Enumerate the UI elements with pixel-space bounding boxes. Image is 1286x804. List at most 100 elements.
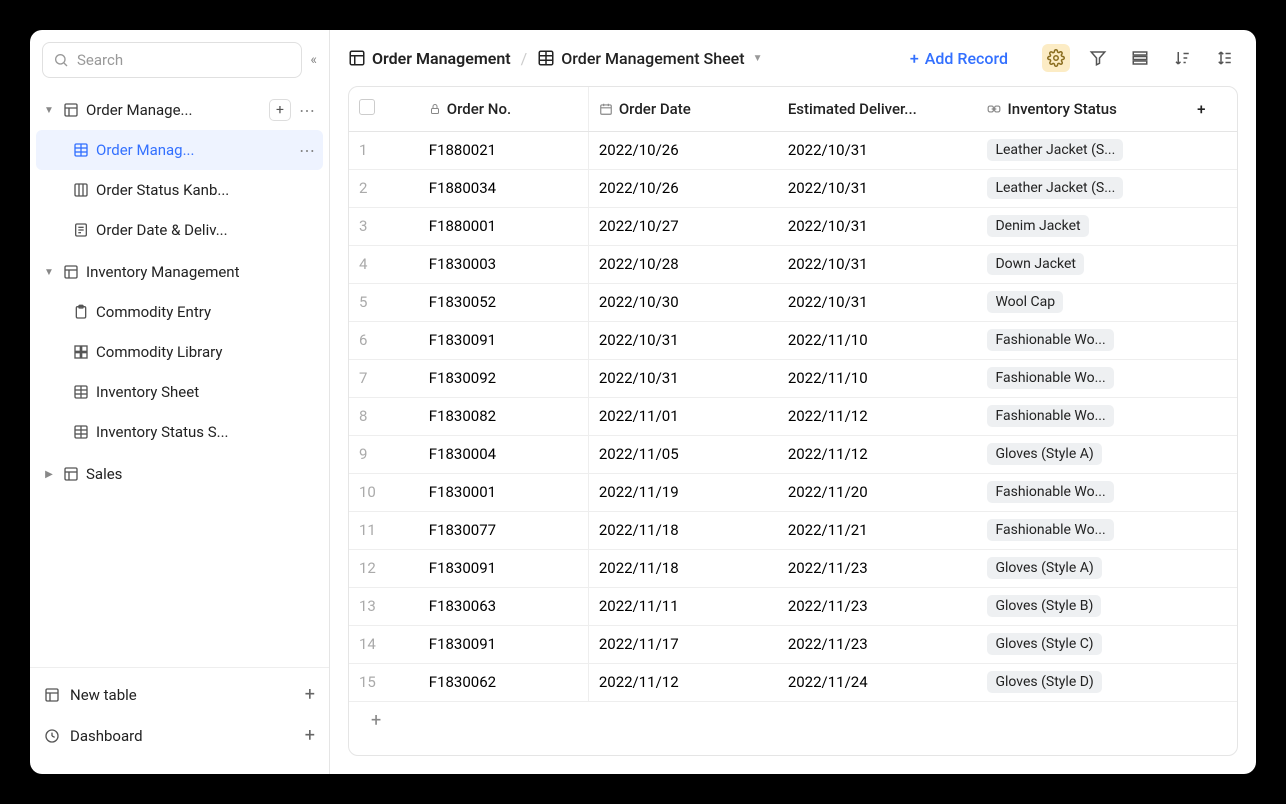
filter-button[interactable]: [1084, 44, 1112, 72]
cell-delivery[interactable]: 2022/10/31: [778, 169, 978, 207]
table-row[interactable]: 13F18300632022/11/112022/11/23Gloves (St…: [349, 587, 1237, 625]
cell-inventory[interactable]: Wool Cap: [977, 283, 1187, 321]
cell-delivery[interactable]: 2022/10/31: [778, 245, 978, 283]
cell-inventory[interactable]: Gloves (Style D): [977, 663, 1187, 701]
cell-order-date[interactable]: 2022/11/18: [588, 549, 777, 587]
cell-order-no[interactable]: F1830063: [419, 587, 589, 625]
nav-item-order-date-delivery[interactable]: Order Date & Deliv...: [36, 210, 323, 250]
cell-delivery[interactable]: 2022/11/23: [778, 587, 978, 625]
nav-item-order-management[interactable]: ▼ Order Manage... + ⋯: [36, 90, 323, 130]
inventory-tag[interactable]: Gloves (Style C): [987, 633, 1101, 655]
table-row[interactable]: 6F18300912022/10/312022/11/10Fashionable…: [349, 321, 1237, 359]
table-row[interactable]: 5F18300522022/10/302022/10/31Wool Cap: [349, 283, 1237, 321]
table-row[interactable]: 1F18800212022/10/262022/10/31Leather Jac…: [349, 131, 1237, 169]
inventory-tag[interactable]: Fashionable Wo...: [987, 367, 1113, 389]
inventory-tag[interactable]: Gloves (Style D): [987, 671, 1101, 693]
column-header-order-no[interactable]: Order No.: [419, 87, 589, 131]
cell-order-date[interactable]: 2022/10/31: [588, 359, 777, 397]
cell-inventory[interactable]: Gloves (Style A): [977, 435, 1187, 473]
cell-inventory[interactable]: Fashionable Wo...: [977, 359, 1187, 397]
cell-order-no[interactable]: F1830082: [419, 397, 589, 435]
cell-order-date[interactable]: 2022/10/31: [588, 321, 777, 359]
inventory-tag[interactable]: Fashionable Wo...: [987, 481, 1113, 503]
table-row[interactable]: 15F18300622022/11/122022/11/24Gloves (St…: [349, 663, 1237, 701]
select-all-header[interactable]: [349, 87, 419, 131]
settings-button[interactable]: [1042, 44, 1070, 72]
more-icon[interactable]: ⋯: [297, 141, 317, 160]
inventory-tag[interactable]: Fashionable Wo...: [987, 405, 1113, 427]
cell-order-no[interactable]: F1880034: [419, 169, 589, 207]
cell-delivery[interactable]: 2022/11/12: [778, 435, 978, 473]
cell-order-no[interactable]: F1880021: [419, 131, 589, 169]
cell-order-no[interactable]: F1830001: [419, 473, 589, 511]
nav-item-inventory-sheet[interactable]: Inventory Sheet: [36, 372, 323, 412]
table-row[interactable]: 14F18300912022/11/172022/11/23Gloves (St…: [349, 625, 1237, 663]
cell-order-date[interactable]: 2022/10/28: [588, 245, 777, 283]
row-height-button[interactable]: [1210, 44, 1238, 72]
column-header-inventory-status[interactable]: Inventory Status: [977, 87, 1187, 131]
inventory-tag[interactable]: Fashionable Wo...: [987, 519, 1113, 541]
cell-inventory[interactable]: Denim Jacket: [977, 207, 1187, 245]
inventory-tag[interactable]: Gloves (Style A): [987, 443, 1101, 465]
cell-order-date[interactable]: 2022/10/26: [588, 131, 777, 169]
cell-order-date[interactable]: 2022/11/17: [588, 625, 777, 663]
cell-inventory[interactable]: Down Jacket: [977, 245, 1187, 283]
column-header-order-date[interactable]: Order Date: [588, 87, 777, 131]
cell-order-date[interactable]: 2022/11/12: [588, 663, 777, 701]
breadcrumb-table[interactable]: Order Management: [348, 49, 511, 68]
cell-inventory[interactable]: Gloves (Style C): [977, 625, 1187, 663]
nav-item-commodity-library[interactable]: Commodity Library: [36, 332, 323, 372]
cell-order-date[interactable]: 2022/10/26: [588, 169, 777, 207]
cell-order-no[interactable]: F1830052: [419, 283, 589, 321]
cell-inventory[interactable]: Leather Jacket (S...: [977, 169, 1187, 207]
nav-item-order-status-kanban[interactable]: Order Status Kanb...: [36, 170, 323, 210]
cell-order-no[interactable]: F1880001: [419, 207, 589, 245]
cell-delivery[interactable]: 2022/10/31: [778, 207, 978, 245]
cell-delivery[interactable]: 2022/11/20: [778, 473, 978, 511]
nav-item-order-management-sheet[interactable]: Order Manag... ⋯: [36, 130, 323, 170]
table-row[interactable]: 11F18300772022/11/182022/11/21Fashionabl…: [349, 511, 1237, 549]
cell-inventory[interactable]: Fashionable Wo...: [977, 321, 1187, 359]
sort-button[interactable]: [1168, 44, 1196, 72]
cell-inventory[interactable]: Leather Jacket (S...: [977, 131, 1187, 169]
cell-delivery[interactable]: 2022/11/12: [778, 397, 978, 435]
cell-order-date[interactable]: 2022/10/30: [588, 283, 777, 321]
nav-item-commodity-entry[interactable]: Commodity Entry: [36, 292, 323, 332]
cell-delivery[interactable]: 2022/10/31: [778, 283, 978, 321]
cell-inventory[interactable]: Fashionable Wo...: [977, 397, 1187, 435]
new-table-button[interactable]: New table +: [36, 674, 323, 715]
breadcrumb-sheet[interactable]: Order Management Sheet ▼: [537, 49, 762, 68]
table-row[interactable]: 8F18300822022/11/012022/11/12Fashionable…: [349, 397, 1237, 435]
cell-order-no[interactable]: F1830003: [419, 245, 589, 283]
cell-order-date[interactable]: 2022/11/05: [588, 435, 777, 473]
table-row[interactable]: 7F18300922022/10/312022/11/10Fashionable…: [349, 359, 1237, 397]
cell-delivery[interactable]: 2022/11/24: [778, 663, 978, 701]
cell-delivery[interactable]: 2022/11/10: [778, 321, 978, 359]
add-row-button[interactable]: +: [349, 702, 1237, 740]
cell-inventory[interactable]: Fashionable Wo...: [977, 511, 1187, 549]
nav-item-sales[interactable]: ▶ Sales: [36, 454, 323, 494]
cell-order-no[interactable]: F1830077: [419, 511, 589, 549]
add-record-button[interactable]: + Add Record: [910, 49, 1008, 68]
cell-order-date[interactable]: 2022/11/18: [588, 511, 777, 549]
table-row[interactable]: 12F18300912022/11/182022/11/23Gloves (St…: [349, 549, 1237, 587]
inventory-tag[interactable]: Fashionable Wo...: [987, 329, 1113, 351]
group-button[interactable]: [1126, 44, 1154, 72]
cell-delivery[interactable]: 2022/11/21: [778, 511, 978, 549]
cell-order-date[interactable]: 2022/10/27: [588, 207, 777, 245]
inventory-tag[interactable]: Gloves (Style A): [987, 557, 1101, 579]
inventory-tag[interactable]: Down Jacket: [987, 253, 1084, 275]
cell-order-no[interactable]: F1830091: [419, 625, 589, 663]
table-row[interactable]: 4F18300032022/10/282022/10/31Down Jacket: [349, 245, 1237, 283]
cell-order-no[interactable]: F1830062: [419, 663, 589, 701]
more-icon[interactable]: ⋯: [297, 101, 317, 120]
checkbox-icon[interactable]: [359, 99, 375, 115]
cell-delivery[interactable]: 2022/10/31: [778, 131, 978, 169]
collapse-sidebar-icon[interactable]: «: [310, 52, 317, 68]
nav-item-inventory-status-sheet[interactable]: Inventory Status S...: [36, 412, 323, 452]
table-row[interactable]: 2F18800342022/10/262022/10/31Leather Jac…: [349, 169, 1237, 207]
cell-order-date[interactable]: 2022/11/19: [588, 473, 777, 511]
cell-order-no[interactable]: F1830004: [419, 435, 589, 473]
cell-delivery[interactable]: 2022/11/10: [778, 359, 978, 397]
cell-order-no[interactable]: F1830091: [419, 549, 589, 587]
